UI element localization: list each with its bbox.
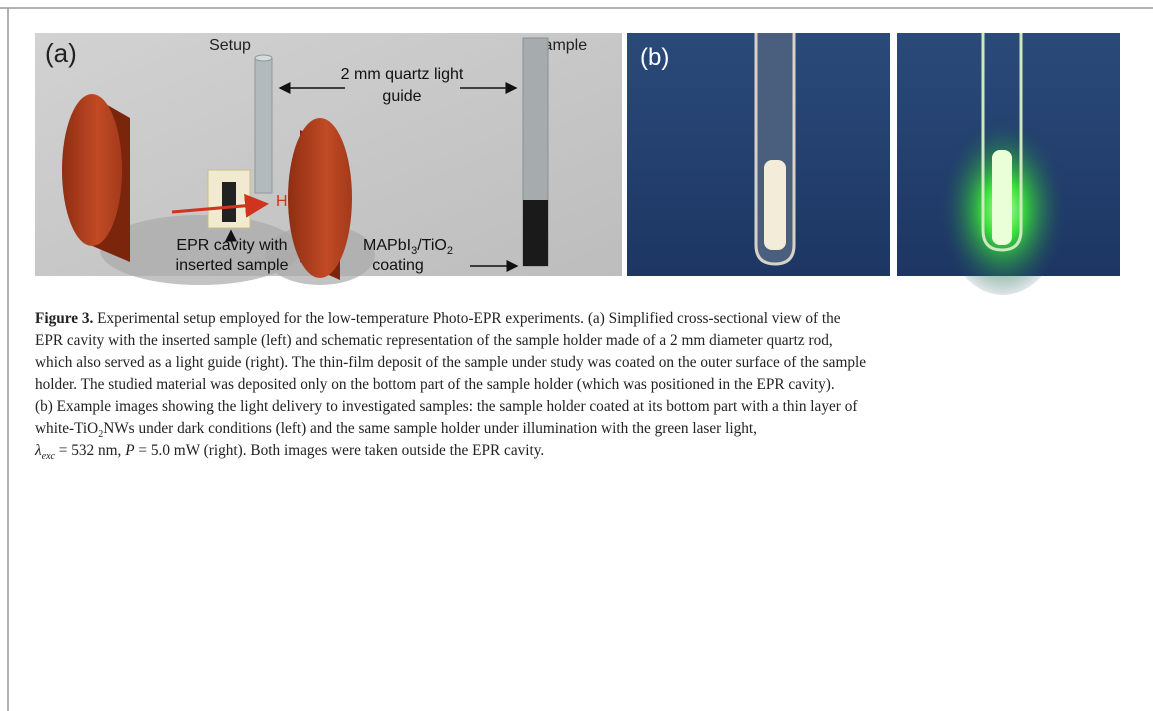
light-guide-label: 2 mm quartz light: [341, 66, 464, 83]
caption-text: which also served as a light guide (righ…: [35, 354, 866, 371]
left-coil: [62, 94, 122, 246]
caption-line: Figure 3. Experimental setup employed fo…: [35, 308, 1135, 330]
figure-label: Figure 3.: [35, 310, 93, 327]
caption-text: = 5.0 mW (right). Both images were taken…: [135, 442, 545, 459]
caption: Figure 3. Experimental setup employed fo…: [35, 308, 1135, 462]
panel-b: (b): [627, 33, 1120, 295]
caption-text: = 532 nm,: [55, 442, 125, 459]
coating-text: /TiO: [417, 237, 447, 254]
caption-line: EPR cavity with the inserted sample (lef…: [35, 330, 1135, 352]
setup-title: Setup: [209, 37, 251, 54]
field-label: H: [276, 193, 288, 210]
coating-text: MAPbI: [363, 237, 411, 254]
cavity-label: EPR cavity with: [176, 237, 287, 254]
caption-text: (b) Example images showing the light del…: [35, 398, 857, 415]
panel-a: (a) Setup Sample 2 mm quartz light guide…: [35, 33, 622, 285]
caption-text: white-TiO: [35, 420, 98, 437]
cavity-sample: [222, 182, 236, 222]
caption-line: white-TiO2NWs under dark conditions (lef…: [35, 418, 1135, 440]
panel-label: (a): [45, 38, 77, 68]
illuminated-sample: [992, 150, 1012, 245]
sample-coating: [523, 200, 548, 266]
symbol: P: [125, 442, 134, 459]
light-guide-label: guide: [382, 88, 421, 105]
cavity-label: inserted sample: [176, 257, 289, 274]
coated-sample: [764, 160, 786, 250]
caption-line: holder. The studied material was deposit…: [35, 374, 1135, 396]
subscript: exc: [42, 451, 55, 462]
caption-text: EPR cavity with the inserted sample (lef…: [35, 332, 833, 349]
right-coil: [288, 118, 352, 278]
light-guide-rod: [255, 58, 272, 193]
caption-text: holder. The studied material was deposit…: [35, 376, 835, 393]
caption-line: which also served as a light guide (righ…: [35, 352, 1135, 374]
page: {"panel_a": {"label": "(a)", "setup_titl…: [0, 0, 1153, 711]
rod-top: [255, 55, 272, 61]
coating-label: coating: [372, 257, 424, 274]
subscript: 2: [447, 245, 453, 257]
caption-text: Experimental setup employed for the low-…: [93, 310, 840, 327]
caption-line: λexc = 532 nm, P = 5.0 mW (right). Both …: [35, 440, 1135, 462]
caption-line: (b) Example images showing the light del…: [35, 396, 1135, 418]
symbol: λ: [35, 442, 42, 459]
caption-text: NWs under dark conditions (left) and the…: [103, 420, 757, 437]
panel-label: (b): [640, 44, 669, 71]
